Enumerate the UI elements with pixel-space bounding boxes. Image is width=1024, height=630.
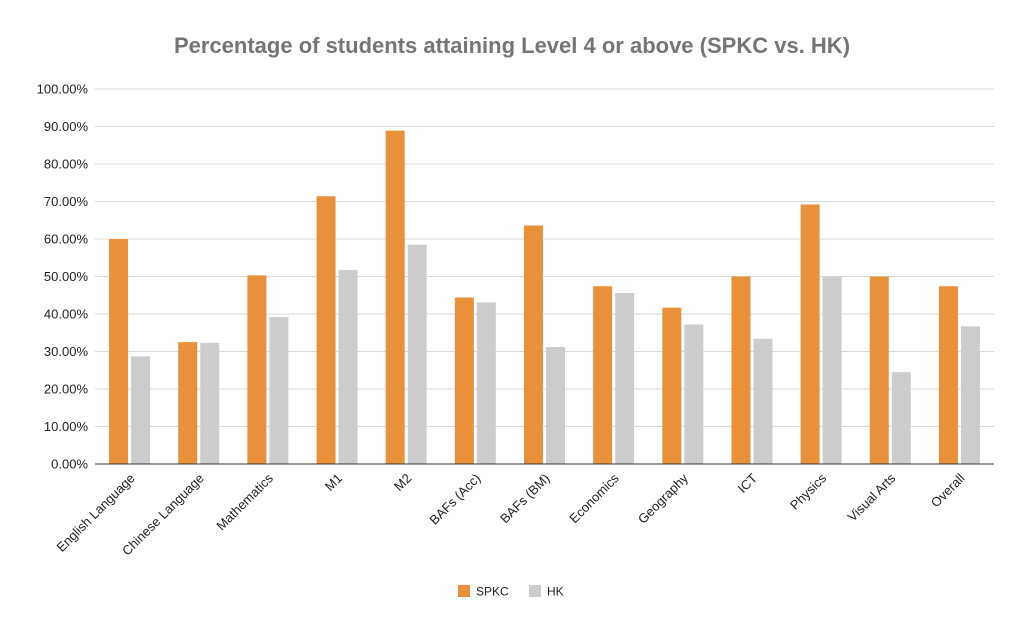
legend-label-hk: HK xyxy=(547,585,564,599)
bar-hk xyxy=(338,270,358,464)
legend-swatch-spkc xyxy=(458,585,470,597)
y-tick-label: 20.00% xyxy=(44,382,89,397)
bar-spkc xyxy=(247,275,267,464)
x-tick-label: Physics xyxy=(787,470,830,513)
y-tick-label: 80.00% xyxy=(44,157,89,172)
y-tick-label: 90.00% xyxy=(44,119,89,134)
bar-hk xyxy=(200,342,220,464)
x-tick-label: Geography xyxy=(635,470,691,526)
bar-hk xyxy=(546,347,565,464)
bar-spkc xyxy=(938,286,958,464)
chart-title: Percentage of students attaining Level 4… xyxy=(174,33,850,58)
bar-hk xyxy=(615,293,635,464)
x-tick-label: Mathematics xyxy=(213,470,276,533)
bar-spkc xyxy=(800,204,820,464)
bar-hk xyxy=(476,302,496,464)
x-tick-label: BAFs (BM) xyxy=(497,471,553,527)
y-tick-label: 100.00% xyxy=(37,82,89,97)
bar-spkc xyxy=(385,130,405,464)
bar-hk xyxy=(269,317,289,464)
bar-spkc xyxy=(662,307,682,464)
legend-label-spkc: SPKC xyxy=(476,585,509,599)
bar-spkc xyxy=(731,276,751,464)
bar-spkc xyxy=(109,239,129,464)
bar-hk xyxy=(822,276,842,464)
x-tick-label: Overall xyxy=(928,470,968,510)
bar-hk xyxy=(960,326,980,464)
y-tick-label: 30.00% xyxy=(44,344,89,359)
x-tick-label: M1 xyxy=(322,471,345,494)
y-tick-label: 10.00% xyxy=(44,419,89,434)
x-tick-label: Visual Arts xyxy=(845,470,899,524)
legend: SPKC HK xyxy=(458,585,564,599)
x-tick-label: ICT xyxy=(735,470,760,495)
y-tick-label: 50.00% xyxy=(44,269,89,284)
bar-hk xyxy=(131,356,151,464)
bar-hk xyxy=(753,338,773,464)
y-tick-label: 70.00% xyxy=(44,194,89,209)
bars xyxy=(109,130,980,464)
x-tick-label: Economics xyxy=(566,470,622,526)
y-axis-ticks: 0.00% 10.00% 20.00% 30.00% 40.00% 50.00% 60.00… xyxy=(37,82,89,472)
bar-spkc xyxy=(454,297,474,464)
bar-spkc xyxy=(593,286,613,464)
bar-spkc xyxy=(869,276,889,464)
bar-hk xyxy=(891,372,911,464)
gridlines xyxy=(95,88,994,427)
x-tick-label: M2 xyxy=(391,471,414,494)
y-tick-label: 60.00% xyxy=(44,232,89,247)
bar-spkc xyxy=(316,196,336,464)
legend-swatch-hk xyxy=(529,585,541,597)
x-tick-label: BAFs (Acc) xyxy=(426,471,483,528)
y-tick-label: 40.00% xyxy=(44,307,89,322)
bar-spkc xyxy=(524,225,543,464)
bar-hk xyxy=(407,244,427,464)
bar-hk xyxy=(684,324,704,464)
y-tick-label: 0.00% xyxy=(51,457,88,472)
bar-spkc xyxy=(178,342,198,464)
